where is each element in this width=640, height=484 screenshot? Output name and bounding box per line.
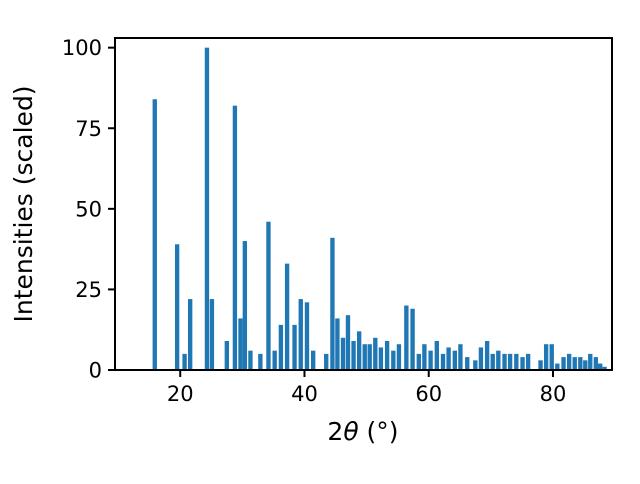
bar [543, 344, 549, 370]
bar [242, 241, 248, 370]
bar [490, 353, 495, 370]
bar [304, 302, 310, 370]
bar [204, 47, 210, 371]
bar [602, 366, 607, 370]
bar [549, 344, 554, 370]
bar [434, 340, 439, 370]
plot-frame [114, 37, 613, 371]
bar [335, 318, 340, 370]
bar [538, 360, 543, 370]
bar [311, 350, 316, 370]
bar [362, 344, 367, 370]
bar [258, 353, 263, 370]
bar [396, 344, 402, 370]
x-axis-label-suffix: (°) [359, 417, 399, 446]
bar [440, 353, 446, 370]
bar [588, 353, 593, 370]
y-axis-label: Intensities (scaled) [9, 85, 38, 322]
bar [356, 331, 362, 370]
axes-group: 20 40 60 80 0 25 50 75 100 [62, 36, 613, 406]
bar [478, 347, 484, 370]
bar [209, 299, 215, 370]
bar [484, 340, 490, 370]
bar [272, 350, 277, 370]
bar [391, 350, 396, 370]
bar [598, 363, 603, 370]
bar [566, 353, 572, 370]
bar [284, 263, 290, 370]
bar [188, 299, 193, 370]
bar [452, 350, 457, 370]
bar [593, 357, 599, 370]
x-axis-label-prefix: 2 [327, 417, 343, 446]
y-tick-label: 25 [75, 278, 102, 302]
bar [416, 353, 421, 370]
y-tick-label: 0 [89, 359, 102, 383]
bar [367, 344, 372, 370]
x-tick-label: 40 [291, 382, 318, 406]
bar [404, 305, 409, 370]
x-axis-label: 2θ (°) [327, 417, 398, 446]
bar [340, 337, 346, 370]
bar [458, 344, 463, 370]
bar [266, 221, 271, 370]
bar [502, 353, 507, 370]
bar [330, 237, 335, 370]
bar [373, 337, 378, 370]
bar [378, 347, 384, 370]
bar [572, 357, 577, 370]
bar [182, 353, 187, 370]
bar [152, 99, 157, 371]
bar [324, 353, 329, 370]
bar [238, 318, 243, 370]
x-tick-label: 20 [167, 382, 194, 406]
bar [465, 357, 470, 370]
x-tick-label: 60 [415, 382, 442, 406]
bar [555, 363, 560, 370]
bar [514, 353, 519, 370]
bar [520, 357, 525, 370]
bars-group [152, 47, 607, 371]
bar [174, 244, 180, 370]
bar [298, 299, 303, 370]
bar [292, 324, 297, 370]
bar [446, 347, 451, 370]
bar [410, 308, 415, 370]
bar [278, 324, 284, 370]
x-axis-label-theta: θ [343, 417, 358, 446]
y-tick-label: 100 [62, 36, 102, 60]
bar [384, 340, 390, 370]
bar [422, 344, 427, 370]
y-tick-label: 75 [75, 117, 102, 141]
bar [507, 353, 513, 370]
bar [428, 350, 433, 370]
bar [232, 105, 238, 370]
bar [578, 357, 583, 370]
bar [473, 360, 478, 370]
bar [224, 340, 229, 370]
y-tick-label: 50 [75, 197, 102, 221]
bar [525, 353, 531, 370]
bar [351, 340, 356, 370]
bar [496, 350, 501, 370]
bar [561, 357, 566, 370]
bar [345, 315, 351, 370]
bar [583, 360, 588, 370]
bar [248, 350, 253, 370]
x-tick-label: 80 [540, 382, 567, 406]
